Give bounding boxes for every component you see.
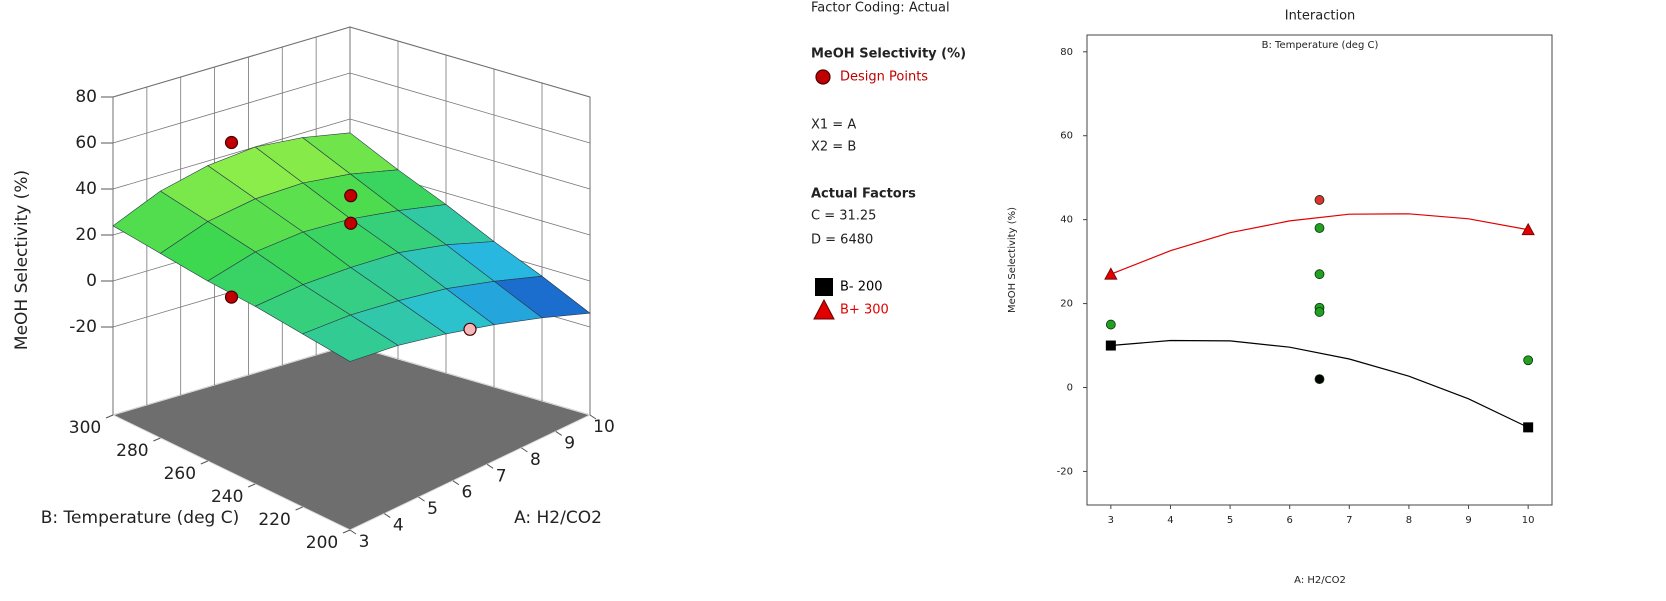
- x-tick-label: 3: [1108, 515, 1114, 526]
- series-marker: [1521, 222, 1535, 236]
- design-point: [1314, 269, 1325, 280]
- legend-marker: [815, 278, 833, 296]
- tick-mark: [200, 460, 208, 465]
- legend-label: B+ 300: [840, 303, 889, 318]
- x-tick-label: 3: [359, 532, 370, 552]
- z-tick-label: 40: [75, 179, 97, 199]
- legend-marker: [813, 298, 835, 320]
- legend-title: MeOH Selectivity (%): [811, 47, 966, 62]
- z-tick-label: 20: [75, 225, 97, 245]
- x-tick-label: 9: [564, 433, 575, 453]
- y-tick-label: 300: [69, 418, 101, 438]
- chart-title: Interaction: [1285, 9, 1356, 24]
- x-tick-label: 4: [1167, 515, 1173, 526]
- x-tick-label: 7: [496, 466, 507, 486]
- x-tick-label: 5: [427, 499, 438, 519]
- y-tick-label: 80: [1060, 47, 1073, 58]
- y-tick-label: 240: [211, 487, 243, 507]
- series-marker: [1523, 422, 1534, 433]
- x-tick-label: 6: [1287, 515, 1293, 526]
- z-tick-label: -20: [69, 317, 97, 337]
- series-line: [1110, 213, 1529, 275]
- design-point: [1314, 195, 1325, 205]
- y-tick-label: 40: [1060, 215, 1073, 226]
- factor-c: C = 31.25: [811, 209, 876, 224]
- tick-mark: [349, 529, 357, 535]
- design-point: [1105, 319, 1116, 330]
- x-tick-label: 10: [1522, 515, 1535, 526]
- tick-mark: [486, 463, 494, 469]
- design-point: [224, 290, 239, 304]
- tick-mark: [295, 506, 303, 511]
- factor-d: D = 6480: [811, 233, 873, 248]
- design-point: [344, 189, 358, 203]
- design-point: [344, 216, 358, 230]
- tick-mark: [418, 496, 425, 502]
- factor-coding: Factor Coding: Actual: [811, 1, 950, 16]
- x-tick-label: 4: [393, 516, 404, 536]
- chart-subtitle: B: Temperature (deg C): [1262, 40, 1379, 51]
- tick-mark: [248, 483, 256, 488]
- y-tick-label: 200: [306, 533, 338, 553]
- x-axis-label: A: H2/CO2: [514, 508, 602, 528]
- y-axis-label: MeOH Selectivity (%): [1007, 207, 1018, 313]
- z-axis-label: MeOH Selectivity (%): [12, 170, 32, 350]
- x-tick-label: 7: [1346, 515, 1352, 526]
- series-line: [1110, 339, 1529, 428]
- series-marker: [1104, 267, 1118, 280]
- tick-mark: [384, 513, 391, 518]
- design-point: [224, 135, 239, 150]
- x-tick-label: 10: [593, 417, 615, 437]
- z-tick-label: 80: [75, 87, 97, 107]
- x-tick-label: 8: [1406, 515, 1412, 526]
- tick-mark: [153, 437, 161, 442]
- y-tick-label: 60: [1060, 131, 1073, 142]
- series-marker: [1105, 340, 1116, 351]
- z-tick-label: 60: [75, 133, 97, 153]
- design-point: [1523, 355, 1534, 366]
- factor-x2: X2 = B: [811, 140, 856, 155]
- tick-mark: [555, 431, 562, 436]
- y-axis-label: B: Temperature (deg C): [41, 508, 239, 528]
- y-tick-label: 280: [116, 441, 148, 461]
- z-tick-label: 0: [86, 271, 97, 291]
- design-point: [463, 322, 477, 336]
- x-tick-label: 8: [530, 450, 541, 470]
- legend-label: B- 200: [840, 280, 883, 295]
- y-tick-label: 220: [258, 510, 290, 530]
- legend-marker: [815, 69, 831, 85]
- actual-factors-title: Actual Factors: [811, 187, 916, 202]
- x-tick-label: 5: [1227, 515, 1233, 526]
- x-tick-label: 9: [1465, 515, 1471, 526]
- factor-x1: X1 = A: [811, 118, 856, 133]
- surface-patch: [301, 314, 399, 362]
- y-tick-label: 260: [164, 464, 196, 484]
- design-point: [1314, 223, 1325, 233]
- y-tick-label: 0: [1067, 383, 1073, 394]
- tick-mark: [452, 480, 460, 486]
- design-point: [1314, 307, 1325, 317]
- legend-label: Design Points: [840, 70, 928, 85]
- design-point: [1314, 374, 1325, 385]
- plot-frame: [1086, 34, 1553, 506]
- tick-mark: [589, 414, 597, 420]
- y-tick-label: -20: [1057, 466, 1073, 477]
- y-tick-label: 20: [1060, 299, 1073, 310]
- x-tick-label: 6: [461, 483, 472, 503]
- x-axis-label: A: H2/CO2: [1294, 575, 1346, 586]
- tick-mark: [105, 414, 114, 419]
- tick-mark: [342, 529, 351, 534]
- tick-mark: [521, 447, 528, 453]
